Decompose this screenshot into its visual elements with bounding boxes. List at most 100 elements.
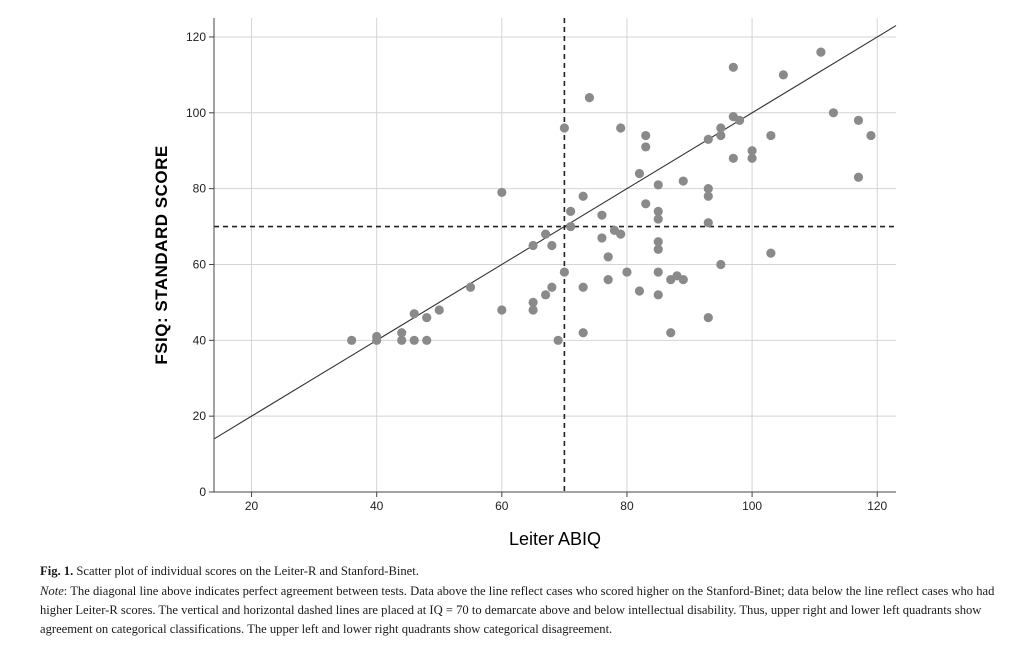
data-point xyxy=(666,328,676,338)
data-point xyxy=(497,305,507,315)
data-point xyxy=(547,282,557,292)
data-point xyxy=(653,244,663,254)
data-point xyxy=(409,309,419,319)
data-point xyxy=(728,153,738,163)
scatter-chart: 20 40 60 80 100 120 0 20 40 60 80 100 120 FSIQ: STA… xyxy=(152,18,897,549)
data-point xyxy=(559,267,569,277)
data-point xyxy=(616,123,626,133)
data-point xyxy=(541,290,551,300)
data-point xyxy=(547,240,557,251)
x-tick-label: 20 xyxy=(245,499,259,513)
figure-caption: Fig. 1. Scatter plot of individual score… xyxy=(40,562,1015,639)
data-point xyxy=(578,282,588,292)
data-point xyxy=(597,233,607,243)
data-point xyxy=(541,229,551,239)
data-point xyxy=(528,305,538,315)
data-point xyxy=(816,47,826,57)
y-tick-label: 100 xyxy=(186,106,206,120)
data-point xyxy=(578,328,588,338)
data-point xyxy=(497,187,507,198)
data-point xyxy=(641,130,651,141)
data-point xyxy=(747,146,757,156)
data-point xyxy=(397,328,407,338)
y-tick-label: 20 xyxy=(193,409,207,423)
data-point xyxy=(866,130,876,141)
y-tick-label: 60 xyxy=(193,257,207,271)
y-tick-label: 80 xyxy=(193,182,207,196)
note-text: : The diagonal line above indicates perf… xyxy=(40,584,995,636)
x-tick-label: 120 xyxy=(867,499,887,513)
data-point xyxy=(703,134,713,144)
data-point xyxy=(747,153,757,163)
data-point xyxy=(566,206,576,216)
x-tick-label: 80 xyxy=(620,499,634,513)
caption-note: Note: The diagonal line above indicates … xyxy=(40,582,1015,639)
data-point xyxy=(853,115,864,125)
agreement-diagonal-line xyxy=(213,25,897,440)
data-point xyxy=(853,172,864,182)
data-point xyxy=(465,282,476,292)
data-point xyxy=(653,206,663,216)
data-point xyxy=(828,108,839,118)
data-point xyxy=(678,275,688,285)
data-point xyxy=(716,259,726,270)
y-tick-label: 40 xyxy=(193,333,207,347)
data-point xyxy=(716,123,726,133)
x-tick-labels: 20 40 60 80 100 120 xyxy=(245,499,888,513)
data-point xyxy=(703,191,713,201)
axes xyxy=(209,18,896,497)
data-point xyxy=(422,312,432,323)
data-point xyxy=(603,275,613,285)
data-point xyxy=(634,168,645,179)
data-point xyxy=(653,237,663,247)
x-tick-label: 60 xyxy=(495,499,509,513)
data-point xyxy=(528,297,538,307)
data-point xyxy=(584,93,595,103)
data-point xyxy=(716,130,726,141)
y-tick-label: 120 xyxy=(186,30,206,44)
fig-text: Scatter plot of individual scores on the… xyxy=(73,564,419,578)
data-point xyxy=(397,335,407,345)
data-points xyxy=(347,47,876,345)
data-point xyxy=(734,115,745,125)
data-point xyxy=(409,335,419,345)
data-point xyxy=(622,267,632,277)
data-point xyxy=(553,335,563,345)
note-label: Note xyxy=(40,584,64,598)
x-axis-title: Leiter ABIQ xyxy=(509,529,601,549)
data-point xyxy=(766,248,776,258)
data-point xyxy=(703,184,713,194)
data-point xyxy=(766,130,776,141)
y-tick-labels: 0 20 40 60 80 100 120 xyxy=(186,30,206,499)
data-point xyxy=(653,267,663,277)
y-tick-label: 0 xyxy=(199,485,206,499)
x-tick-label: 100 xyxy=(742,499,762,513)
data-point xyxy=(422,335,432,345)
data-point xyxy=(528,240,538,251)
data-point xyxy=(597,210,607,220)
data-point xyxy=(578,191,588,201)
caption-title: Fig. 1. Scatter plot of individual score… xyxy=(40,562,1015,581)
data-point xyxy=(653,290,663,300)
data-point xyxy=(641,199,651,209)
x-tick-label: 40 xyxy=(370,499,384,513)
data-point xyxy=(653,214,663,224)
data-point xyxy=(728,62,738,72)
data-point xyxy=(653,180,663,190)
data-point xyxy=(678,176,688,186)
data-point xyxy=(616,229,626,239)
data-point xyxy=(559,123,569,133)
reference-lines xyxy=(213,18,897,492)
data-point xyxy=(634,286,645,296)
data-point xyxy=(703,312,713,323)
data-point xyxy=(778,70,788,80)
y-axis-title: FSIQ: STANDARD SCORE xyxy=(152,145,171,364)
data-point xyxy=(566,221,576,232)
fig-label: Fig. 1. xyxy=(40,564,74,578)
grid-lines xyxy=(214,18,896,492)
data-point xyxy=(372,331,382,342)
data-point xyxy=(347,335,357,345)
data-point xyxy=(641,142,651,152)
data-point xyxy=(434,305,444,315)
data-point xyxy=(603,252,613,262)
